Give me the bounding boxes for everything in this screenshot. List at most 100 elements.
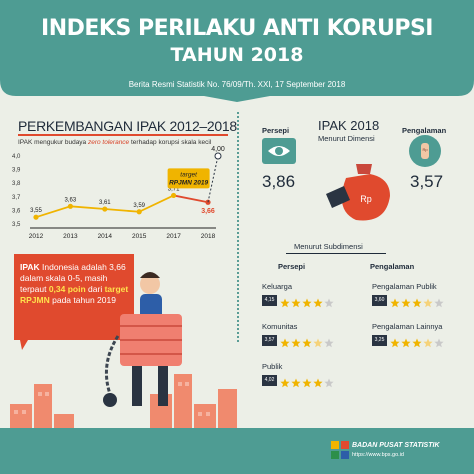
bps-url[interactable]: https://www.bps.go.id [352, 452, 404, 458]
y-tick-label: 4,0 [12, 154, 21, 160]
subdimensi-item-label: Pengalaman Publik [372, 282, 437, 291]
star-icon [412, 335, 422, 353]
y-tick-label: 3,8 [12, 181, 21, 187]
star-icon [324, 335, 334, 353]
page-subtitle: Berita Resmi Statistik No. 76/09/Th. XXI… [128, 80, 346, 89]
target-caption-rpjmn: RPJMN 2019 [169, 179, 208, 186]
star-icon [390, 295, 400, 313]
page-title: INDEKS PERILAKU ANTI KORUPSI [41, 16, 433, 41]
data-point [136, 209, 142, 215]
star-rating [390, 295, 444, 313]
chart-title: PERKEMBANGAN IPAK 2012–2018 [18, 118, 237, 134]
data-label: 3,66 [201, 208, 215, 215]
money-bag-icon: Rp [326, 164, 390, 221]
data-label: 3,63 [65, 197, 77, 203]
target-point [214, 152, 222, 160]
star-rating [280, 375, 334, 393]
x-tick-label: 2014 [98, 233, 113, 240]
x-tick-label: 2018 [201, 233, 216, 240]
series-line-2018 [173, 194, 209, 204]
data-point [67, 203, 73, 209]
x-tick-label: 2013 [63, 233, 78, 240]
data-label: 3,59 [133, 203, 145, 209]
star-icon [434, 335, 444, 353]
star-icon [412, 295, 422, 313]
subdimensi-value-badge: 3,57 [262, 335, 277, 346]
bps-logo-icon [331, 441, 349, 459]
hand-icon: Rp [409, 135, 441, 167]
data-label: 3,71 [168, 186, 180, 192]
ipak2018-subtitle: Menurut Dimensi [318, 134, 375, 143]
star-icon [302, 335, 312, 353]
star-icon [313, 375, 323, 393]
subdimensi-item-label: Publik [262, 362, 283, 371]
star-icon [401, 295, 411, 313]
chart-note: IPAK mengukur budaya zero tolerance terh… [18, 139, 212, 146]
ipak-note-text: IPAK Indonesia adalah 3,66 dalam skala 0… [20, 262, 129, 305]
y-tick-label: 3,5 [12, 222, 21, 228]
target-callout-box [167, 168, 210, 189]
eye-icon [262, 138, 296, 164]
svg-text:Rp: Rp [360, 194, 372, 204]
chart-title-underline [18, 134, 228, 136]
star-icon [280, 335, 290, 353]
y-tick-label: 3,9 [12, 168, 21, 174]
star-icon [291, 375, 301, 393]
header-banner: INDEKS PERILAKU ANTI KORUPSI TAHUN 2018 … [0, 0, 474, 102]
x-tick-label: 2017 [166, 233, 181, 240]
ipak2018-title: IPAK 2018 [318, 118, 380, 133]
subdimensi-item-label: Pengalaman Lainnya [372, 322, 443, 331]
star-icon [291, 295, 301, 313]
series-line [35, 194, 174, 219]
subdimensi-item-label: Keluarga [262, 282, 293, 291]
star-icon [423, 295, 433, 313]
header-background [0, 0, 474, 102]
subdimensi-value-badge: 4,02 [262, 375, 277, 386]
subdimensi-value-badge: 4,15 [262, 295, 277, 306]
subdimensi-underline [286, 253, 386, 254]
y-tick-label: 3,7 [12, 195, 21, 201]
star-icon [324, 375, 334, 393]
man-illustration [103, 272, 182, 407]
vertical-divider [237, 112, 239, 342]
subdimensi-value-badge: 3,60 [372, 295, 387, 306]
data-point [171, 192, 177, 199]
star-rating [280, 295, 334, 313]
star-rating [280, 335, 334, 353]
page-title-year: TAHUN 2018 [170, 44, 304, 66]
data-point [33, 214, 39, 220]
subdimensi-item-label: Komunitas [262, 322, 298, 331]
subdimensi-title: Menurut Subdimensi [294, 242, 363, 251]
x-tick-label: 2012 [29, 233, 44, 240]
star-icon [280, 375, 290, 393]
data-label: 3,55 [30, 208, 42, 214]
star-icon [280, 295, 290, 313]
persepsi-column-head: Persepi [278, 262, 306, 271]
target-label: 4,00 [211, 146, 225, 153]
star-icon [302, 375, 312, 393]
star-icon [313, 295, 323, 313]
pengalaman-column-head: Pengalaman [370, 262, 415, 271]
star-icon [291, 335, 301, 353]
data-point [102, 206, 108, 212]
star-icon [390, 335, 400, 353]
footer-band [0, 428, 474, 474]
persepsi-value: 3,86 [262, 172, 296, 191]
subdimensi-value-badge: 3,25 [372, 335, 387, 346]
pengalaman-value: 3,57 [410, 172, 444, 191]
star-icon [313, 335, 323, 353]
ipak-line-chart: 3,5 3,6 3,7 3,8 3,9 4,0 2012 2013 2014 2015 2017 20… [12, 146, 225, 240]
target-caption: target [180, 171, 198, 178]
svg-text:Rp: Rp [422, 147, 428, 152]
bps-name: BADAN PUSAT STATISTIK [352, 442, 440, 449]
x-tick-label: 2015 [132, 233, 147, 240]
data-label: 3,61 [99, 200, 111, 206]
star-icon [324, 295, 334, 313]
star-icon [401, 335, 411, 353]
y-tick-label: 3,6 [12, 208, 21, 214]
ipak-note-box [14, 254, 134, 350]
persepsi-label: Persepi [262, 126, 290, 135]
star-icon [423, 335, 433, 353]
star-icon [302, 295, 312, 313]
star-rating [390, 335, 444, 353]
